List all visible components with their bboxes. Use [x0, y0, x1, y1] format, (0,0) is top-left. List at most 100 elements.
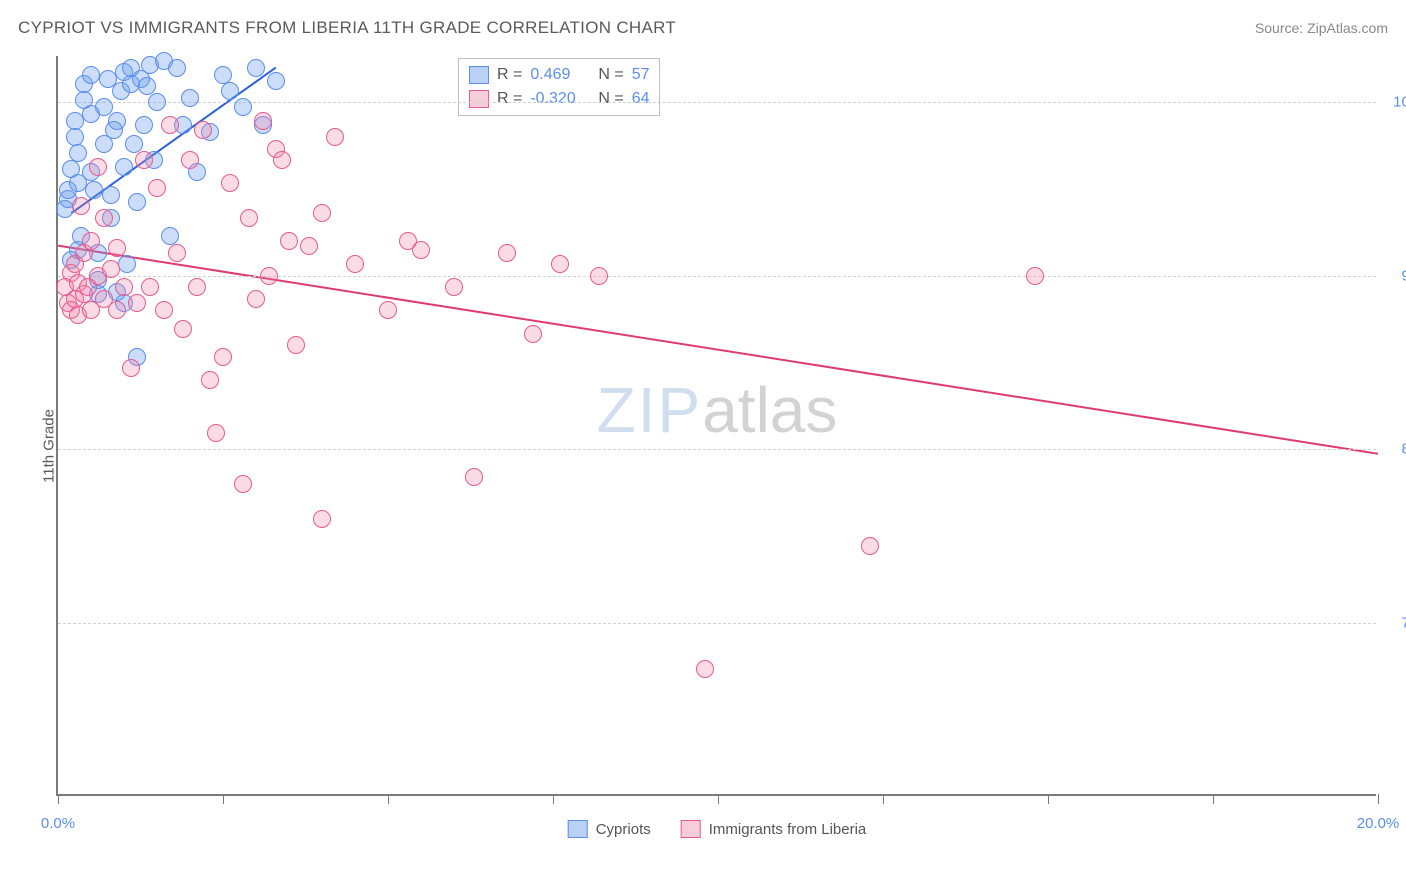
data-point — [82, 232, 100, 250]
data-point — [89, 158, 107, 176]
legend-item-label: Immigrants from Liberia — [709, 821, 867, 838]
data-point — [122, 359, 140, 377]
data-point — [1026, 267, 1044, 285]
x-tick — [883, 794, 884, 804]
data-point — [234, 98, 252, 116]
data-point — [260, 267, 278, 285]
trend-lines — [58, 56, 1378, 796]
x-tick-label: 0.0% — [41, 815, 75, 832]
data-point — [102, 186, 120, 204]
data-point — [102, 260, 120, 278]
data-point — [85, 181, 103, 199]
data-point — [128, 294, 146, 312]
gridline — [58, 449, 1376, 450]
data-point — [445, 278, 463, 296]
data-point — [379, 301, 397, 319]
legend-swatch — [568, 820, 588, 838]
data-point — [247, 290, 265, 308]
legend-r-value: 0.469 — [530, 66, 590, 84]
x-tick — [223, 794, 224, 804]
data-point — [66, 112, 84, 130]
data-point — [346, 255, 364, 273]
gridline — [58, 102, 1376, 103]
x-tick — [1213, 794, 1214, 804]
data-point — [155, 301, 173, 319]
data-point — [125, 135, 143, 153]
data-point — [66, 128, 84, 146]
legend-item: Immigrants from Liberia — [681, 820, 867, 838]
data-point — [498, 244, 516, 262]
data-point — [118, 255, 136, 273]
data-point — [108, 239, 126, 257]
x-tick-label: 20.0% — [1357, 815, 1400, 832]
legend-stats-row: R = -0.320 N = 64 — [469, 87, 649, 111]
legend-r-label: R = — [497, 90, 522, 108]
data-point — [135, 116, 153, 134]
data-point — [861, 537, 879, 555]
data-point — [300, 237, 318, 255]
data-point — [82, 66, 100, 84]
data-point — [168, 59, 186, 77]
data-point — [148, 93, 166, 111]
data-point — [240, 209, 258, 227]
data-point — [214, 348, 232, 366]
data-point — [696, 660, 714, 678]
data-point — [128, 193, 146, 211]
chart-title: CYPRIOT VS IMMIGRANTS FROM LIBERIA 11TH … — [18, 18, 676, 38]
data-point — [108, 301, 126, 319]
data-point — [254, 112, 272, 130]
scatter-chart: ZIPatlas R =0.469N =57R =-0.320N =64 Cyp… — [56, 56, 1376, 796]
legend-series: Cypriots Immigrants from Liberia — [568, 820, 867, 838]
chart-header: CYPRIOT VS IMMIGRANTS FROM LIBERIA 11TH … — [18, 18, 1388, 38]
legend-item-label: Cypriots — [596, 821, 651, 838]
data-point — [287, 336, 305, 354]
legend-r-label: R = — [497, 66, 522, 84]
legend-r-value: -0.320 — [530, 90, 590, 108]
x-tick — [58, 794, 59, 804]
data-point — [188, 278, 206, 296]
data-point — [465, 468, 483, 486]
data-point — [313, 204, 331, 222]
data-point — [72, 197, 90, 215]
y-tick-label: 77.5% — [1384, 614, 1406, 631]
legend-n-label: N = — [598, 90, 623, 108]
legend-swatch — [469, 66, 489, 84]
legend-item: Cypriots — [568, 820, 651, 838]
data-point — [138, 77, 156, 95]
legend-swatch — [469, 90, 489, 108]
y-tick-label: 92.5% — [1384, 267, 1406, 284]
chart-source: Source: ZipAtlas.com — [1255, 20, 1388, 36]
legend-stats: R = 0.469 N = 57 R = -0.320 N = 64 — [458, 58, 660, 116]
data-point — [267, 72, 285, 90]
legend-n-value: 64 — [632, 90, 650, 108]
data-point — [95, 209, 113, 227]
gridline — [58, 276, 1376, 277]
x-tick — [1378, 794, 1379, 804]
watermark-atlas: atlas — [702, 374, 837, 446]
gridline — [58, 623, 1376, 624]
data-point — [201, 371, 219, 389]
data-point — [135, 151, 153, 169]
data-point — [108, 112, 126, 130]
data-point — [69, 144, 87, 162]
y-tick-label: 85.0% — [1384, 441, 1406, 458]
legend-n-value: 57 — [632, 66, 650, 84]
data-point — [207, 424, 225, 442]
watermark: ZIPatlas — [597, 373, 838, 447]
y-tick-label: 100.0% — [1384, 94, 1406, 111]
data-point — [194, 121, 212, 139]
data-point — [280, 232, 298, 250]
data-point — [313, 510, 331, 528]
x-tick — [718, 794, 719, 804]
data-point — [221, 82, 239, 100]
data-point — [326, 128, 344, 146]
data-point — [551, 255, 569, 273]
data-point — [221, 174, 239, 192]
data-point — [168, 244, 186, 262]
legend-swatch — [681, 820, 701, 838]
x-tick — [553, 794, 554, 804]
data-point — [590, 267, 608, 285]
legend-n-label: N = — [598, 66, 623, 84]
data-point — [141, 278, 159, 296]
data-point — [247, 59, 265, 77]
